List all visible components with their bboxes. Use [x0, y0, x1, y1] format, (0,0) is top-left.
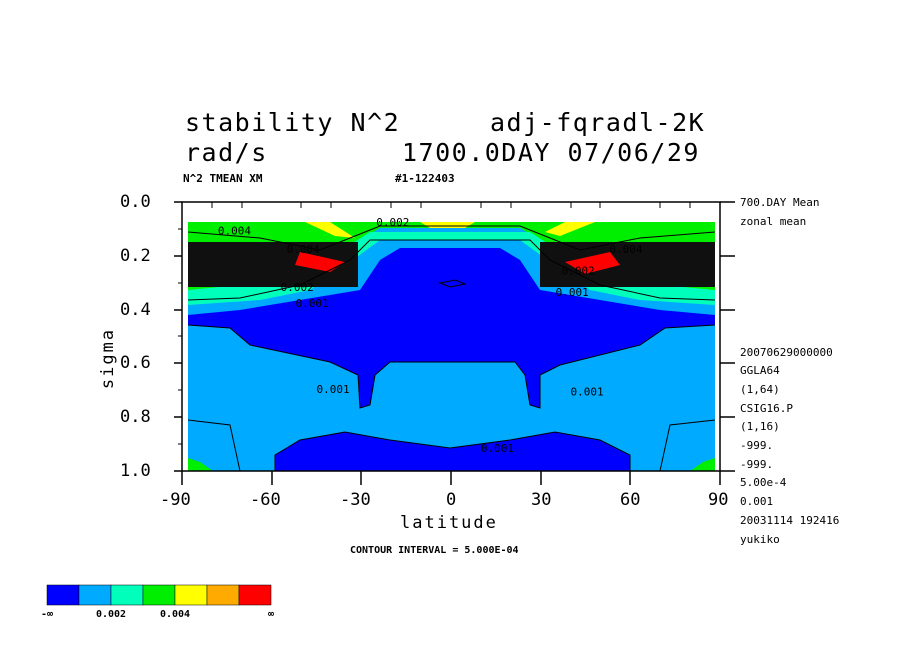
contour-label: 0.002	[281, 281, 314, 294]
y-tick-label: 0.4	[120, 300, 151, 320]
contour-label: 0.002	[562, 265, 595, 278]
colorbar-label: -∞	[41, 609, 53, 620]
contour-label: 0.001	[481, 442, 514, 455]
x-tick-label: 60	[620, 490, 641, 510]
x-tick-label: -60	[250, 490, 281, 510]
side-info-line: (1,16)	[740, 420, 780, 433]
side-info-line: -999.	[740, 439, 774, 452]
y-tick-label: 1.0	[120, 461, 151, 481]
contour-label-layer: 0.004 0.004 0.002 0.001 0.001 0.001 0.001 0.002…	[218, 216, 643, 455]
colorbar-swatch	[78, 584, 112, 606]
colorbar-swatch	[206, 584, 240, 606]
contour-label: 0.001	[317, 383, 350, 396]
contour-region-0-003-to-0-004	[188, 222, 715, 300]
x-tick-label: 30	[531, 490, 552, 510]
contour-label: 0.004	[609, 243, 642, 256]
side-mean-label: 700.DAY Mean	[740, 196, 820, 209]
title-line-1-right: adj-fqradl-2K	[490, 108, 706, 137]
side-zonal-label: zonal mean	[740, 215, 807, 228]
y-tick-label: 0.8	[120, 407, 151, 427]
variable-label: N^2 TMEAN XM	[183, 172, 263, 185]
side-info-line: 0.001	[740, 495, 774, 508]
contour-region-max-north	[565, 252, 620, 274]
x-tick-label: 90	[708, 490, 729, 510]
contour-label: 0.002	[376, 216, 409, 229]
contour-label: 0.001	[296, 297, 329, 310]
corner-region-south	[188, 458, 213, 471]
corner-region-north	[690, 458, 715, 471]
tick-marks	[174, 201, 735, 485]
contour-label: 0.001	[556, 286, 589, 299]
y-tick-label: 0.6	[120, 353, 151, 373]
colorbar-label: 0.002	[96, 609, 126, 620]
title-line-1-left: stability N^2	[185, 108, 401, 137]
colorbar-label: ∞	[268, 609, 274, 620]
contour-fill-layer	[182, 202, 720, 471]
x-tick-label: 0	[446, 490, 457, 510]
side-info-line: 5.00e-4	[740, 476, 787, 489]
contour-region-below-0-001-lower	[275, 432, 630, 471]
x-axis-label: latitude	[400, 513, 498, 533]
contour-region-0-004-to-0-005	[305, 222, 595, 238]
contour-label: 0.001	[571, 386, 604, 399]
title-line-2-right: 1700.0DAY 07/06/29	[402, 138, 700, 167]
side-info-line: GGLA64	[740, 364, 780, 377]
contour-interval-label: CONTOUR INTERVAL = 5.000E-04	[350, 545, 519, 556]
title-line-2-left: rad/s	[185, 138, 268, 167]
contour-lines	[187, 225, 716, 471]
colorbar-swatch	[46, 584, 80, 606]
colorbar-swatch	[110, 584, 144, 606]
colorbar-swatch	[174, 584, 208, 606]
contour-label: 0.004	[287, 243, 320, 256]
contour-region-below-0-001	[188, 248, 715, 408]
run-id-label: #1-122403	[395, 172, 455, 185]
contour-label: 0.004	[218, 224, 251, 237]
side-info-line: -999.	[740, 458, 774, 471]
colorbar: -∞ 0.002 0.004 ∞	[41, 584, 274, 620]
x-tick-label: -90	[160, 490, 191, 510]
minor-tick-marks	[178, 202, 691, 445]
x-tick-label: -30	[340, 490, 371, 510]
y-tick-label: 0.0	[120, 192, 151, 212]
side-info-line: 20031114 192416	[740, 514, 840, 527]
colorbar-label: 0.004	[160, 609, 190, 620]
side-info-line: CSIG16.P	[740, 402, 793, 415]
side-info-line: 20070629000000	[740, 346, 833, 359]
colorbar-swatch	[238, 584, 272, 606]
colorbar-swatch	[142, 584, 176, 606]
y-tick-label: 0.2	[120, 246, 151, 266]
contour-region-max-south	[295, 252, 345, 272]
side-info-line: yukiko	[740, 533, 780, 546]
side-info-line: (1,64)	[740, 383, 780, 396]
